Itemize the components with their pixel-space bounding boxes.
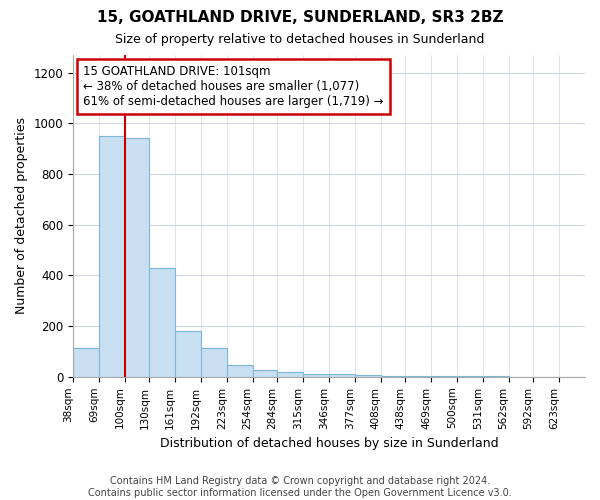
Text: 15, GOATHLAND DRIVE, SUNDERLAND, SR3 2BZ: 15, GOATHLAND DRIVE, SUNDERLAND, SR3 2BZ — [97, 10, 503, 25]
Bar — [253, 370, 277, 377]
Bar — [483, 376, 509, 377]
Bar — [303, 374, 329, 377]
Bar — [329, 374, 355, 377]
Bar — [227, 366, 253, 377]
Bar — [457, 376, 483, 377]
Bar — [175, 331, 201, 377]
Bar — [125, 138, 149, 377]
Bar — [277, 372, 303, 377]
Bar — [380, 376, 406, 377]
Bar — [73, 348, 99, 377]
Text: Contains HM Land Registry data © Crown copyright and database right 2024.
Contai: Contains HM Land Registry data © Crown c… — [88, 476, 512, 498]
Bar — [431, 376, 457, 377]
Y-axis label: Number of detached properties: Number of detached properties — [15, 118, 28, 314]
Text: 15 GOATHLAND DRIVE: 101sqm
← 38% of detached houses are smaller (1,077)
61% of s: 15 GOATHLAND DRIVE: 101sqm ← 38% of deta… — [83, 64, 384, 108]
Bar — [406, 376, 431, 377]
Text: Size of property relative to detached houses in Sunderland: Size of property relative to detached ho… — [115, 32, 485, 46]
Bar — [99, 136, 125, 377]
Bar — [355, 375, 380, 377]
Bar — [201, 348, 227, 377]
Bar — [149, 268, 175, 377]
X-axis label: Distribution of detached houses by size in Sunderland: Distribution of detached houses by size … — [160, 437, 499, 450]
